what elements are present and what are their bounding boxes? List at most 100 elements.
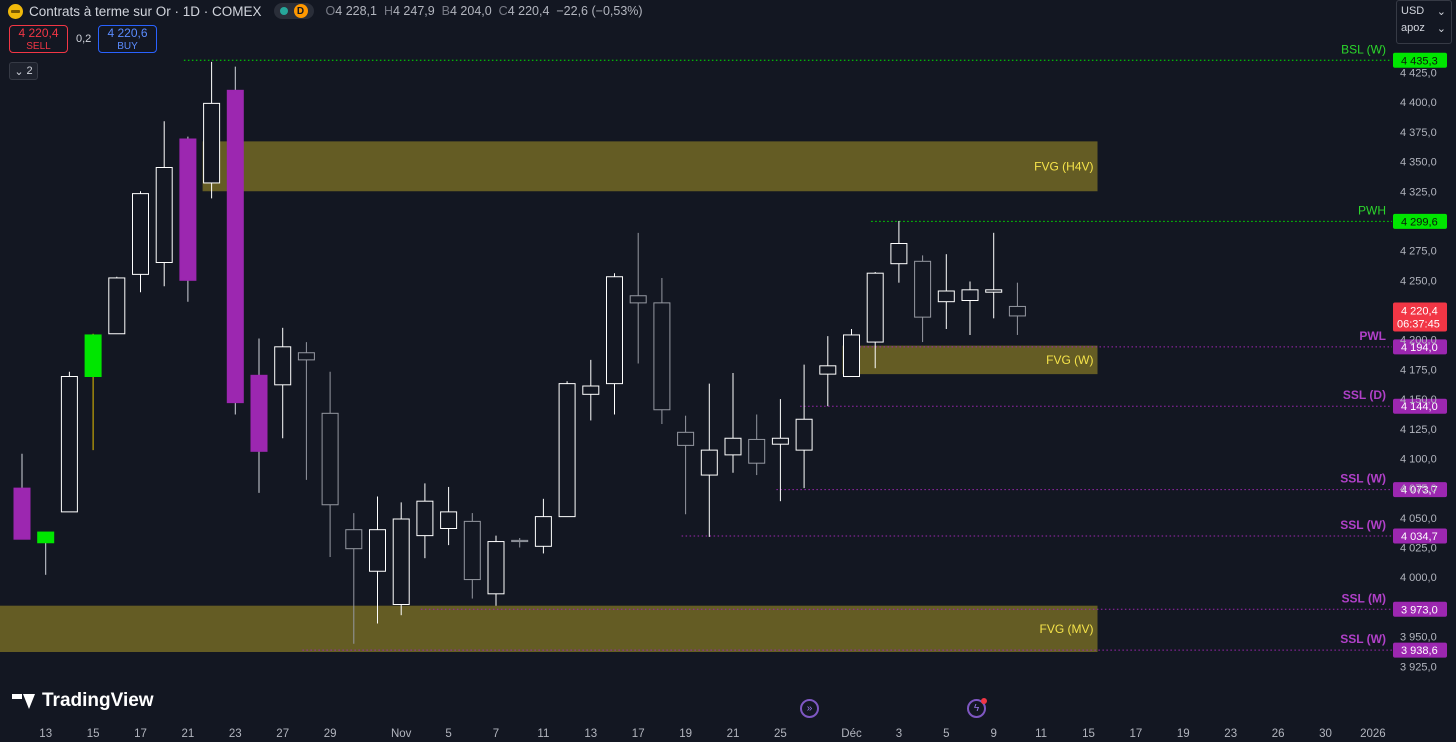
candle [392, 502, 410, 616]
time-tick-label: 3 [896, 728, 902, 740]
price-axis-marker-label: 3 973,0 [1401, 604, 1438, 616]
price-tick-label: 4 375,0 [1400, 127, 1437, 139]
candle-body [369, 529, 386, 572]
candle-body [108, 277, 126, 335]
candle-body [653, 302, 671, 411]
candle [440, 486, 458, 546]
candle [345, 513, 363, 644]
sell-label: SELL [26, 41, 51, 52]
dividend-event-icon[interactable]: » [800, 699, 819, 718]
price-tick-label: 3 925,0 [1400, 661, 1437, 673]
ohlc-readout: O4 228,1 H4 247,9 B4 204,0 C4 220,4 −22,… [325, 4, 643, 18]
indicators-collapse-button[interactable]: ⌄ 2 [9, 62, 38, 80]
candle [961, 281, 979, 335]
time-tick-label: 5 [445, 728, 451, 740]
candle [179, 136, 197, 302]
candle [937, 254, 955, 329]
market-status[interactable]: D [273, 3, 314, 19]
symbol-title[interactable]: Contrats à terme sur Or · 1D · COMEX [29, 3, 262, 19]
price-tick-label: 4 325,0 [1400, 186, 1437, 198]
time-tick-label: 21 [727, 728, 740, 740]
candle [37, 531, 55, 575]
time-tick-label: 26 [1272, 728, 1285, 740]
price-tick-label: 4 050,0 [1400, 513, 1437, 525]
candle-body [345, 529, 363, 550]
liquidity-label: SSL (D) [1343, 388, 1386, 402]
candle [606, 273, 623, 415]
candle-body [890, 243, 908, 265]
price-axis-marker-label: 4 299,6 [1401, 216, 1438, 228]
candle [724, 372, 742, 473]
tradingview-icon [12, 693, 36, 709]
liquidity-label: SSL (W) [1340, 518, 1386, 532]
tradingview-logo[interactable]: TradingView [12, 690, 154, 712]
candle-body [843, 334, 860, 377]
candle-body [534, 516, 552, 547]
liquidity-label: SSL (W) [1340, 632, 1386, 646]
price-axis: 4 425,0 4 400,0 4 375,0 4 350,0 4 325,0 4 275… [1393, 68, 1447, 673]
candle-body [416, 500, 434, 537]
time-tick-label: 15 [87, 728, 100, 740]
liquidity-label: PWH [1358, 203, 1386, 217]
time-tick-label: 29 [324, 728, 337, 740]
candle [914, 255, 932, 343]
buy-label: BUY [117, 41, 138, 52]
price-tick-label: 4 425,0 [1400, 68, 1437, 80]
candle [13, 453, 31, 540]
candle [819, 336, 837, 407]
time-tick-label: 5 [943, 728, 949, 740]
price-axis-marker [1393, 398, 1447, 414]
time-tick-label: 27 [276, 728, 289, 740]
gold-symbol-icon [8, 3, 23, 19]
tradingview-wordmark: TradingView [42, 690, 154, 711]
candle-body [771, 437, 789, 445]
fvg-zone [0, 605, 1098, 652]
time-tick-label: 25 [774, 728, 787, 740]
candle-body [558, 383, 576, 518]
lightning-event-icon[interactable]: ϟ [967, 698, 987, 718]
candle-body [440, 511, 458, 529]
time-tick-label: 23 [229, 728, 242, 740]
candle-body [795, 418, 813, 451]
candle-body [487, 541, 505, 595]
time-tick-label: 23 [1224, 728, 1237, 740]
candle-body [463, 520, 481, 581]
sell-button[interactable]: 4 220,4 SELL [9, 25, 68, 53]
price-tick-label: 4 350,0 [1400, 157, 1437, 169]
spread-value: 0,2 [76, 33, 92, 45]
time-tick-label: 17 [134, 728, 147, 740]
price-axis-marker [1393, 642, 1447, 658]
candle-body [392, 518, 410, 605]
candle-body [961, 289, 979, 301]
candle [748, 414, 766, 476]
price-axis-marker-label: 3 938,6 [1401, 645, 1438, 657]
price-tick-label: 4 000,0 [1400, 572, 1437, 584]
candle-body [819, 365, 837, 375]
time-tick-label: 15 [1082, 728, 1095, 740]
candle-body [37, 531, 55, 544]
chart-header: Contrats à terme sur Or · 1D · COMEX D O… [8, 3, 643, 19]
candle-body [985, 289, 1003, 293]
time-axis: 13 15 17 21 23 27 29 Nov 5 7 11 13 17 19 21 25 Déc 3 5 9 11 1… [39, 728, 1385, 740]
price-tick-label: 4 400,0 [1400, 97, 1437, 109]
liquidity-label: BSL (W) [1341, 42, 1386, 56]
buy-price: 4 220,6 [107, 26, 148, 40]
buy-button[interactable]: 4 220,6 BUY [98, 25, 157, 53]
sell-price: 4 220,4 [18, 26, 59, 40]
candle [369, 496, 386, 624]
market-open-icon [279, 7, 288, 15]
currency-selector[interactable]: USD ⌄ apoz ⌄ [1396, 0, 1452, 44]
price-tick-label: 4 100,0 [1400, 453, 1437, 465]
last-price-marker [1393, 302, 1447, 332]
time-tick-label: 13 [584, 728, 597, 740]
time-tick-label: 21 [182, 728, 195, 740]
candle [84, 333, 102, 451]
candle-body [274, 346, 292, 386]
chevron-down-icon: ⌄ [1436, 6, 1446, 18]
candle [226, 66, 244, 415]
time-tick-label: Déc [841, 728, 862, 740]
fvg-zone-label: FVG (MV) [1040, 622, 1094, 636]
candle [487, 535, 505, 606]
fvg-zone [842, 345, 1098, 375]
